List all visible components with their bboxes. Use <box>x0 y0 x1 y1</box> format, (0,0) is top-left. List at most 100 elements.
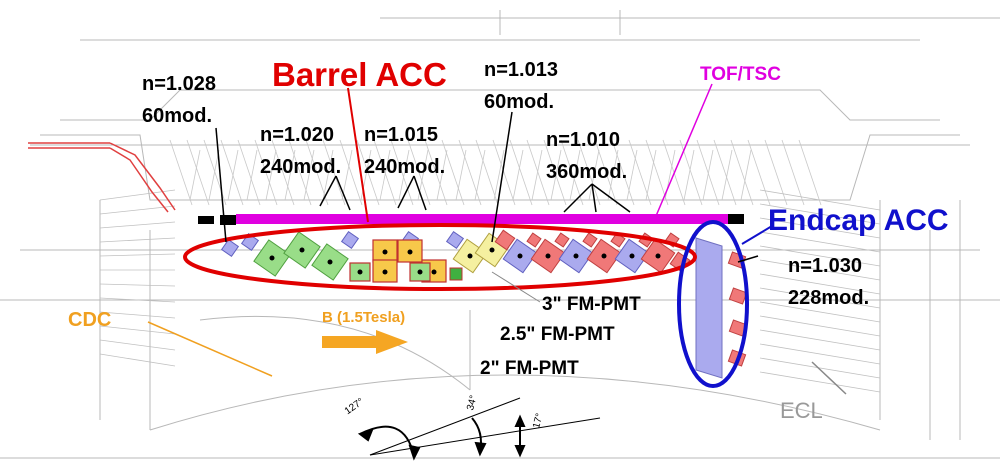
hatch-line <box>759 217 881 239</box>
acc-module <box>445 230 465 250</box>
hatch-line <box>696 139 720 206</box>
angle-127: 127° <box>343 396 366 417</box>
hatch-line <box>721 149 733 201</box>
endcap-pmt <box>728 287 748 305</box>
cdc-pointer <box>147 321 273 377</box>
hatch-line <box>436 149 448 201</box>
cdc-label: CDC <box>68 309 111 331</box>
module-count-1020: 240mod. <box>260 156 341 178</box>
module-n-1013: n=1.013 <box>484 59 558 81</box>
hatch-line <box>288 139 312 206</box>
hatch-line <box>322 139 346 206</box>
sector-hatching <box>169 139 822 206</box>
hatch-line <box>759 259 881 281</box>
hatch-line <box>99 311 176 319</box>
hatch-line <box>759 343 881 365</box>
hatch-line <box>759 315 881 337</box>
hatch-line <box>265 149 277 201</box>
right-endcap-hatching <box>759 189 881 393</box>
pmt-dot <box>431 269 437 275</box>
pmt-dot <box>299 247 305 253</box>
hatch-line <box>512 149 524 201</box>
hatch-line <box>398 149 410 201</box>
acc-module <box>582 232 598 248</box>
pmt-dot <box>601 253 607 259</box>
hatch-line <box>99 237 176 243</box>
barrel-modules <box>220 229 691 283</box>
acc-module <box>340 230 360 250</box>
hatch-line <box>543 139 567 206</box>
hatch-line <box>356 139 380 206</box>
hatch-line <box>220 139 244 206</box>
hatch-line <box>531 149 543 201</box>
hatch-line <box>569 149 581 201</box>
hatch-line <box>683 149 695 201</box>
hatch-line <box>759 329 881 351</box>
hatch-line <box>747 139 771 206</box>
barrel-pointer <box>347 87 369 223</box>
tof-bar <box>236 214 728 224</box>
hatch-line <box>186 139 210 206</box>
module-n-1030: n=1.030 <box>788 255 862 277</box>
pmt-dot <box>269 255 275 261</box>
ecl-label: ECL <box>780 398 823 423</box>
hatch-line <box>713 139 737 206</box>
left-endcap-hatching <box>99 189 176 367</box>
hatch-line <box>99 339 176 351</box>
hatch-line <box>759 203 881 225</box>
pmt-dot <box>517 253 523 259</box>
pmt-dot <box>382 249 388 255</box>
pmt-dot <box>382 269 388 275</box>
hatch-line <box>99 189 176 201</box>
module-count-1013: 60mod. <box>484 91 554 113</box>
hatch-line <box>730 139 754 206</box>
hatch-line <box>474 149 486 201</box>
hatch-line <box>759 189 881 211</box>
hatch-line <box>759 287 881 309</box>
hatch-line <box>492 139 516 206</box>
bfield-arrow <box>322 330 408 354</box>
tof-tsc-label: TOF/TSC <box>700 64 781 85</box>
hatch-line <box>475 139 499 206</box>
hatch-line <box>99 325 176 335</box>
hatch-line <box>169 139 193 206</box>
module-count-1028: 60mod. <box>142 105 212 127</box>
hatch-line <box>526 139 550 206</box>
hatch-line <box>99 205 176 215</box>
hatch-line <box>424 139 448 206</box>
hatch-line <box>390 139 414 206</box>
hatch-line <box>339 139 363 206</box>
hatch-line <box>373 139 397 206</box>
tof-end-left <box>198 216 214 224</box>
barrel-acc-label: Barrel ACC <box>272 56 447 93</box>
module-count-1010: 360mod. <box>546 161 627 183</box>
background-structure <box>0 10 1000 459</box>
hatch-line <box>99 283 176 287</box>
angle-34: 34° <box>465 394 480 411</box>
hatch-line <box>441 139 465 206</box>
hatch-line <box>493 149 505 201</box>
hatch-line <box>227 149 239 201</box>
module-n-1010: n=1.010 <box>546 129 620 151</box>
pmt2-label: 2" FM-PMT <box>480 358 579 379</box>
hatch-line <box>99 221 176 229</box>
hatch-line <box>560 139 584 206</box>
angle-17: 17° <box>531 412 546 429</box>
pmt3-label: 3" FM-PMT <box>542 294 641 315</box>
hatch-line <box>798 139 822 206</box>
hatch-line <box>203 139 227 206</box>
pmt-dot <box>327 259 333 265</box>
hatch-line <box>455 149 467 201</box>
pmt-dot <box>357 269 363 275</box>
acc-module <box>494 229 516 251</box>
tof-end-left2 <box>220 215 236 225</box>
hatch-line <box>322 149 334 201</box>
tof-pointer <box>655 83 713 217</box>
hatch-line <box>458 139 482 206</box>
hatch-line <box>764 139 788 206</box>
hatch-line <box>740 149 752 201</box>
hatch-line <box>246 149 258 201</box>
pmt-dot <box>489 247 495 253</box>
hatch-line <box>702 149 714 201</box>
